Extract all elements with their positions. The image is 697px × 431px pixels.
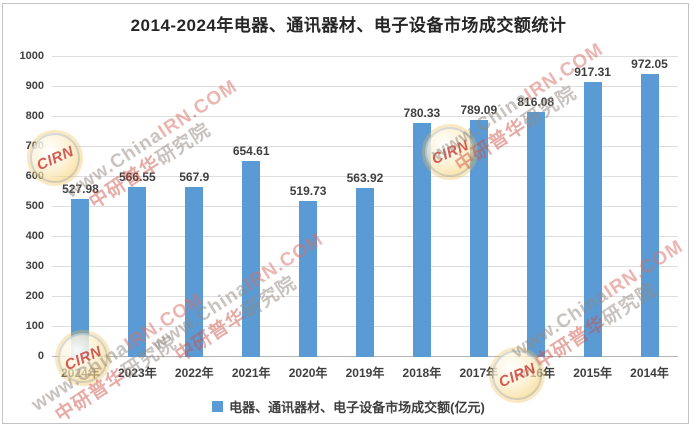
bar-slot: 519.73	[280, 57, 337, 357]
bar-2019年	[355, 187, 374, 357]
bar-slot: 563.92	[337, 57, 394, 357]
x-tick-label-2015年: 2015年	[573, 366, 612, 380]
y-axis: 0 100 200 300 400 500 600 700 800 900 1000	[0, 0, 48, 431]
bar-slot: 789.09	[450, 57, 507, 357]
y-tick-label-600: 600	[25, 170, 44, 182]
y-tick-label-900: 900	[25, 80, 44, 92]
y-tick-label-500: 500	[25, 200, 44, 212]
bar-value-label: 527.98	[62, 181, 99, 196]
gridline-600	[52, 176, 678, 177]
x-tick-label-2024年: 2024年	[61, 366, 100, 380]
bar-value-label: 972.05	[631, 57, 668, 71]
gridline-700	[52, 146, 678, 147]
bar-value-label: 567.9	[179, 169, 210, 184]
bar-2023年	[128, 187, 147, 357]
bar-2024年	[71, 198, 90, 357]
y-tick-label-1000: 1000	[19, 50, 44, 62]
x-tick-label-2014年: 2014年	[630, 366, 669, 380]
bar-value-label: 566.55	[119, 170, 156, 185]
y-tick-label-800: 800	[25, 110, 44, 122]
x-axis: 2024年 2023年 2022年 2021年 2020年 2019年 2018年 2017年…	[52, 364, 678, 381]
bar-slot: 566.55	[109, 57, 166, 357]
bar-2016年	[526, 112, 545, 357]
bar-value-label: 789.09	[460, 103, 498, 118]
x-tick-label-2022年: 2022年	[174, 366, 214, 380]
bar-slot: 972.05	[621, 57, 678, 357]
y-tick-label-300: 300	[25, 260, 44, 272]
bar-slot: 917.31	[564, 57, 621, 357]
y-tick-label-0: 0	[37, 350, 44, 362]
gridline-1000	[52, 56, 678, 57]
bar-value-label: 654.61	[232, 143, 270, 158]
legend: 电器、通讯器材、电子设备市场成交额(亿元)	[0, 397, 697, 416]
chart-frame	[2, 3, 689, 424]
bar-slot: 567.9	[166, 57, 223, 357]
gridline-900	[52, 86, 678, 87]
x-tick-label-2018年: 2018年	[402, 366, 442, 380]
bar-slot: 527.98	[52, 57, 109, 357]
bar-2015年	[583, 81, 602, 357]
legend-label: 电器、通讯器材、电子设备市场成交额(亿元)	[229, 400, 485, 415]
y-tick-label-700: 700	[25, 140, 44, 152]
y-tick-label-100: 100	[25, 320, 44, 332]
bar-slot: 654.61	[223, 57, 280, 357]
y-tick-label-400: 400	[25, 230, 44, 242]
bar-value-label: 917.31	[574, 64, 611, 79]
x-tick-label-2017年: 2017年	[459, 366, 499, 380]
bar-2018年	[412, 122, 431, 357]
gridline-800	[52, 116, 678, 117]
bar-series: 527.98 566.55 567.9 654.61 519.73 563.92 780.3…	[52, 57, 678, 357]
x-tick-label-2020年: 2020年	[288, 366, 328, 380]
bar-2017年	[469, 120, 488, 357]
bar-value-label: 780.33	[403, 105, 441, 120]
legend-marker-square	[212, 401, 224, 412]
x-tick-label-2021年: 2021年	[231, 366, 271, 380]
bar-2014年	[640, 74, 659, 357]
bar-value-label: 519.73	[289, 184, 327, 199]
bar-2022年	[185, 186, 204, 357]
bar-slot: 816.08	[507, 57, 564, 357]
bar-slot: 780.33	[393, 57, 450, 357]
bar-2021年	[242, 160, 261, 357]
x-tick-label-2023年: 2023年	[118, 366, 157, 380]
bar-value-label: 563.92	[346, 170, 384, 185]
x-tick-label-2016年: 2016年	[516, 366, 556, 380]
y-tick-label-200: 200	[25, 290, 44, 302]
chart-title: 2014-2024年电器、通讯器材、电子设备市场成交额统计	[130, 16, 567, 35]
bar-2020年	[299, 201, 318, 357]
bar-value-label: 816.08	[517, 95, 555, 110]
x-tick-label-2019年: 2019年	[345, 366, 385, 380]
